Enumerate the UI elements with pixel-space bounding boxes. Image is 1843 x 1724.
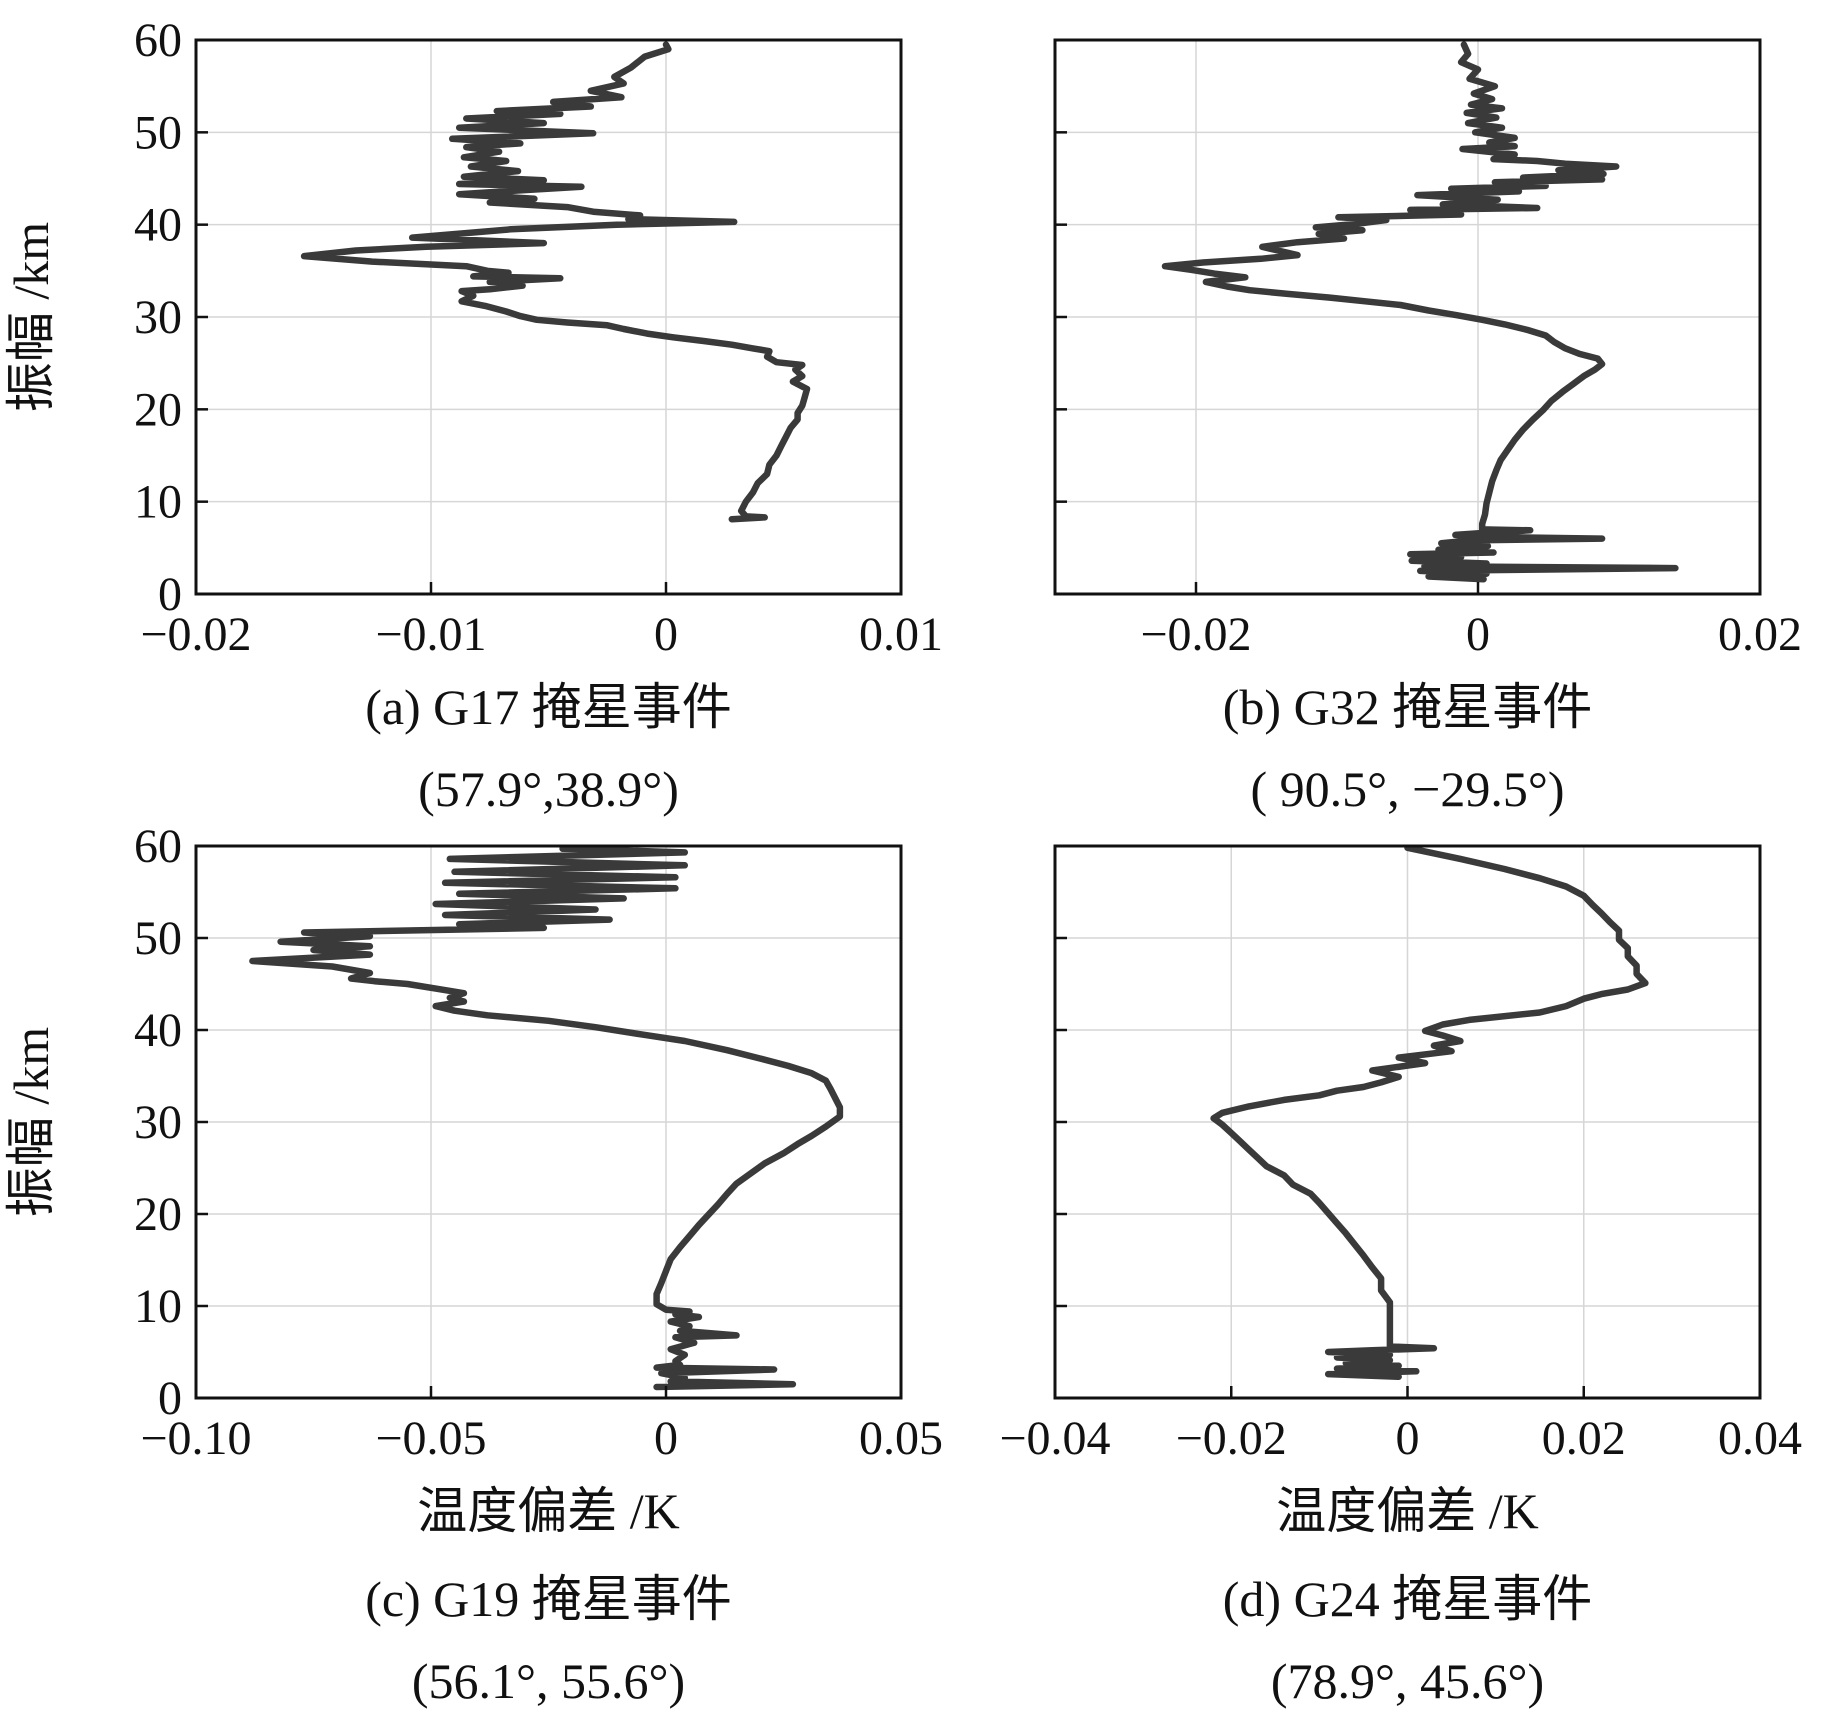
panel-caption: (a) G17 掩星事件 bbox=[365, 679, 732, 735]
x-tick-label: 0 bbox=[1396, 1412, 1420, 1465]
y-tick-label: 40 bbox=[134, 1004, 182, 1057]
x-tick-label: 0.04 bbox=[1718, 1412, 1802, 1465]
x-tick-label: 0 bbox=[654, 1412, 678, 1465]
x-tick-label: 0.02 bbox=[1542, 1412, 1626, 1465]
x-tick-label: −0.02 bbox=[1176, 1412, 1287, 1465]
series-line bbox=[300, 41, 811, 523]
y-tick-label: 0 bbox=[158, 568, 182, 621]
y-tick-label: 20 bbox=[134, 383, 182, 436]
y-tick-label: 50 bbox=[134, 106, 182, 159]
y-tick-label: 60 bbox=[134, 820, 182, 873]
x-axis-label: 温度偏差 /K bbox=[1276, 1483, 1539, 1539]
y-tick-label: 40 bbox=[134, 199, 182, 252]
y-axis-label: 振幅 /km bbox=[3, 222, 59, 412]
panel-coordinates: (57.9°,38.9°) bbox=[418, 761, 679, 817]
x-tick-label: −0.02 bbox=[1140, 608, 1251, 661]
y-tick-label: 60 bbox=[134, 14, 182, 67]
y-tick-label: 30 bbox=[134, 291, 182, 344]
x-tick-label: 0.01 bbox=[859, 608, 943, 661]
x-axis-label: 温度偏差 /K bbox=[417, 1483, 680, 1539]
chart-panel-d: −0.04 −0.02 0 0.02 0.04 温度偏差 /K (d) G24 掩星事件 (7… bbox=[999, 844, 1802, 1709]
y-tick-label: 10 bbox=[134, 476, 182, 529]
y-tick-label: 20 bbox=[134, 1188, 182, 1241]
chart-panel-a: −0.02 −0.01 0 0.01 0 10 20 30 40 50 60 振幅 /km (a) G1… bbox=[3, 14, 943, 817]
panel-coordinates: ( 90.5°, −29.5°) bbox=[1251, 761, 1565, 817]
panel-caption: (d) G24 掩星事件 bbox=[1223, 1571, 1592, 1627]
y-tick-label: 0 bbox=[158, 1372, 182, 1425]
y-tick-label: 50 bbox=[134, 912, 182, 965]
x-tick-label: −0.02 bbox=[140, 608, 251, 661]
x-tick-label: −0.04 bbox=[999, 1412, 1110, 1465]
x-tick-label: 0.02 bbox=[1718, 608, 1802, 661]
x-tick-label: 0 bbox=[654, 608, 678, 661]
y-axis-label: 振幅 /km bbox=[3, 1027, 59, 1217]
x-tick-label: −0.10 bbox=[140, 1412, 251, 1465]
x-tick-label: −0.01 bbox=[375, 608, 486, 661]
panel-caption: (c) G19 掩星事件 bbox=[365, 1571, 732, 1627]
series-line bbox=[1210, 846, 1649, 1381]
x-tick-label: 0 bbox=[1466, 608, 1490, 661]
panel-caption: (b) G32 掩星事件 bbox=[1223, 679, 1592, 735]
series-line bbox=[1161, 41, 1679, 583]
chart-panel-c: −0.10 −0.05 0 0.05 0 10 20 30 40 50 60 振幅 /km 温度偏差 /… bbox=[3, 820, 943, 1709]
panel-coordinates: (56.1°, 55.6°) bbox=[412, 1653, 685, 1709]
panel-coordinates: (78.9°, 45.6°) bbox=[1271, 1653, 1544, 1709]
y-tick-label: 30 bbox=[134, 1096, 182, 1149]
series-line bbox=[249, 846, 844, 1391]
x-tick-label: −0.05 bbox=[375, 1412, 486, 1465]
chart-panel-b: −0.02 0 0.02 (b) G32 掩星事件 ( 90.5°, −29.5°) bbox=[1053, 38, 1802, 817]
y-tick-label: 10 bbox=[134, 1280, 182, 1333]
x-tick-label: 0.05 bbox=[859, 1412, 943, 1465]
